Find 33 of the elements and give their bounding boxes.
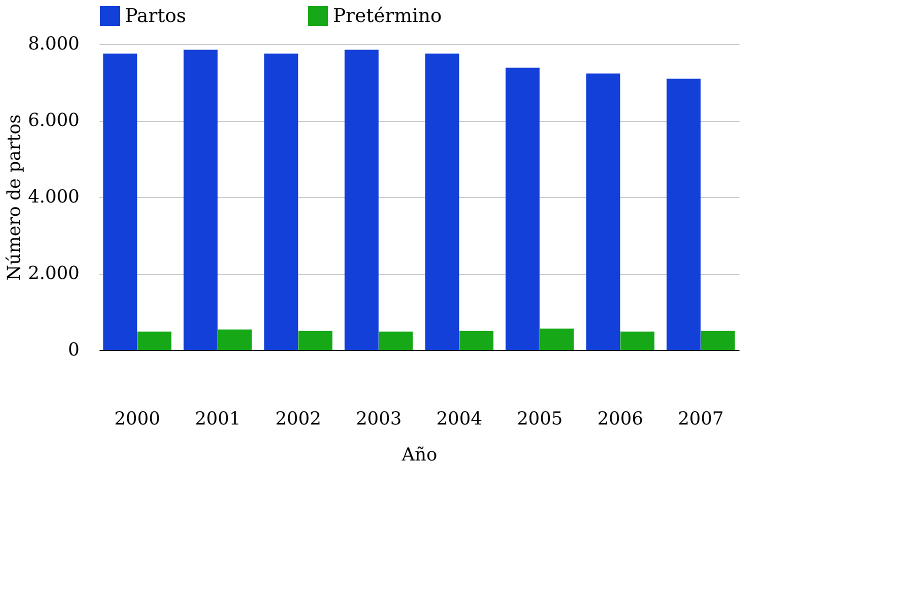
y-tick-label: 4.000 <box>28 186 80 208</box>
y-tick-label: 2.000 <box>28 263 80 284</box>
bar <box>264 54 298 350</box>
x-axis-title: Año <box>400 444 438 466</box>
bar <box>103 54 138 350</box>
bar <box>620 332 654 350</box>
y-tick-label: 0 <box>68 340 80 360</box>
bar <box>425 54 460 350</box>
bar <box>344 50 379 350</box>
x-tick-label: 2001 <box>194 408 241 430</box>
x-tick-label: 2004 <box>436 408 482 430</box>
bar <box>378 332 413 350</box>
bar <box>137 332 172 350</box>
bar <box>218 330 252 350</box>
y-tick-label: 6.000 <box>28 110 80 131</box>
y-tick-label: 8.000 <box>28 34 80 54</box>
legend-label: Partos <box>125 5 186 27</box>
x-tick-label: 2003 <box>356 408 402 430</box>
bar <box>586 73 620 350</box>
bar <box>666 78 701 350</box>
x-tick-label: 2005 <box>516 408 563 430</box>
x-tick-label: 2006 <box>597 408 644 430</box>
bar <box>700 330 735 350</box>
bar <box>459 330 494 350</box>
x-tick-label: 2002 <box>275 408 322 430</box>
y-axis-title: Número de partos <box>4 114 25 281</box>
bar <box>506 68 540 350</box>
x-tick-label: 2000 <box>114 408 160 430</box>
legend-label: Pretérmino <box>333 5 442 27</box>
bar <box>298 330 332 350</box>
bar <box>184 50 218 350</box>
x-tick-label: 2007 <box>678 408 724 430</box>
bar <box>540 328 574 350</box>
